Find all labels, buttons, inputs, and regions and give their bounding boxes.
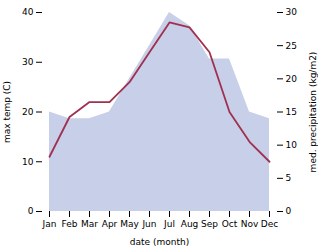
svg-text:Mar: Mar (81, 219, 98, 229)
svg-text:20: 20 (22, 107, 34, 117)
svg-text:20: 20 (286, 74, 298, 84)
svg-text:Feb: Feb (62, 219, 78, 229)
svg-text:Oct: Oct (222, 219, 238, 229)
svg-text:Sep: Sep (201, 219, 218, 229)
svg-text:date (month): date (month) (130, 237, 189, 247)
svg-text:5: 5 (286, 173, 292, 183)
svg-text:30: 30 (22, 57, 34, 67)
svg-text:0: 0 (28, 206, 34, 216)
svg-text:Dec: Dec (261, 219, 278, 229)
svg-text:10: 10 (22, 157, 34, 167)
svg-text:15: 15 (286, 107, 297, 117)
svg-text:max temp (C): max temp (C) (2, 81, 12, 143)
svg-text:Jan: Jan (42, 219, 57, 229)
svg-text:med. precipitation (kg/m2): med. precipitation (kg/m2) (308, 52, 318, 173)
svg-text:May: May (120, 219, 139, 229)
svg-text:10: 10 (286, 140, 298, 150)
svg-text:0: 0 (286, 206, 292, 216)
svg-text:Aug: Aug (181, 219, 199, 229)
svg-text:30: 30 (286, 7, 298, 17)
svg-text:25: 25 (286, 41, 297, 51)
svg-text:Nov: Nov (241, 219, 259, 229)
svg-text:Jul: Jul (163, 219, 175, 229)
svg-text:40: 40 (22, 7, 34, 17)
svg-text:Jun: Jun (141, 219, 156, 229)
svg-text:Apr: Apr (102, 219, 118, 229)
